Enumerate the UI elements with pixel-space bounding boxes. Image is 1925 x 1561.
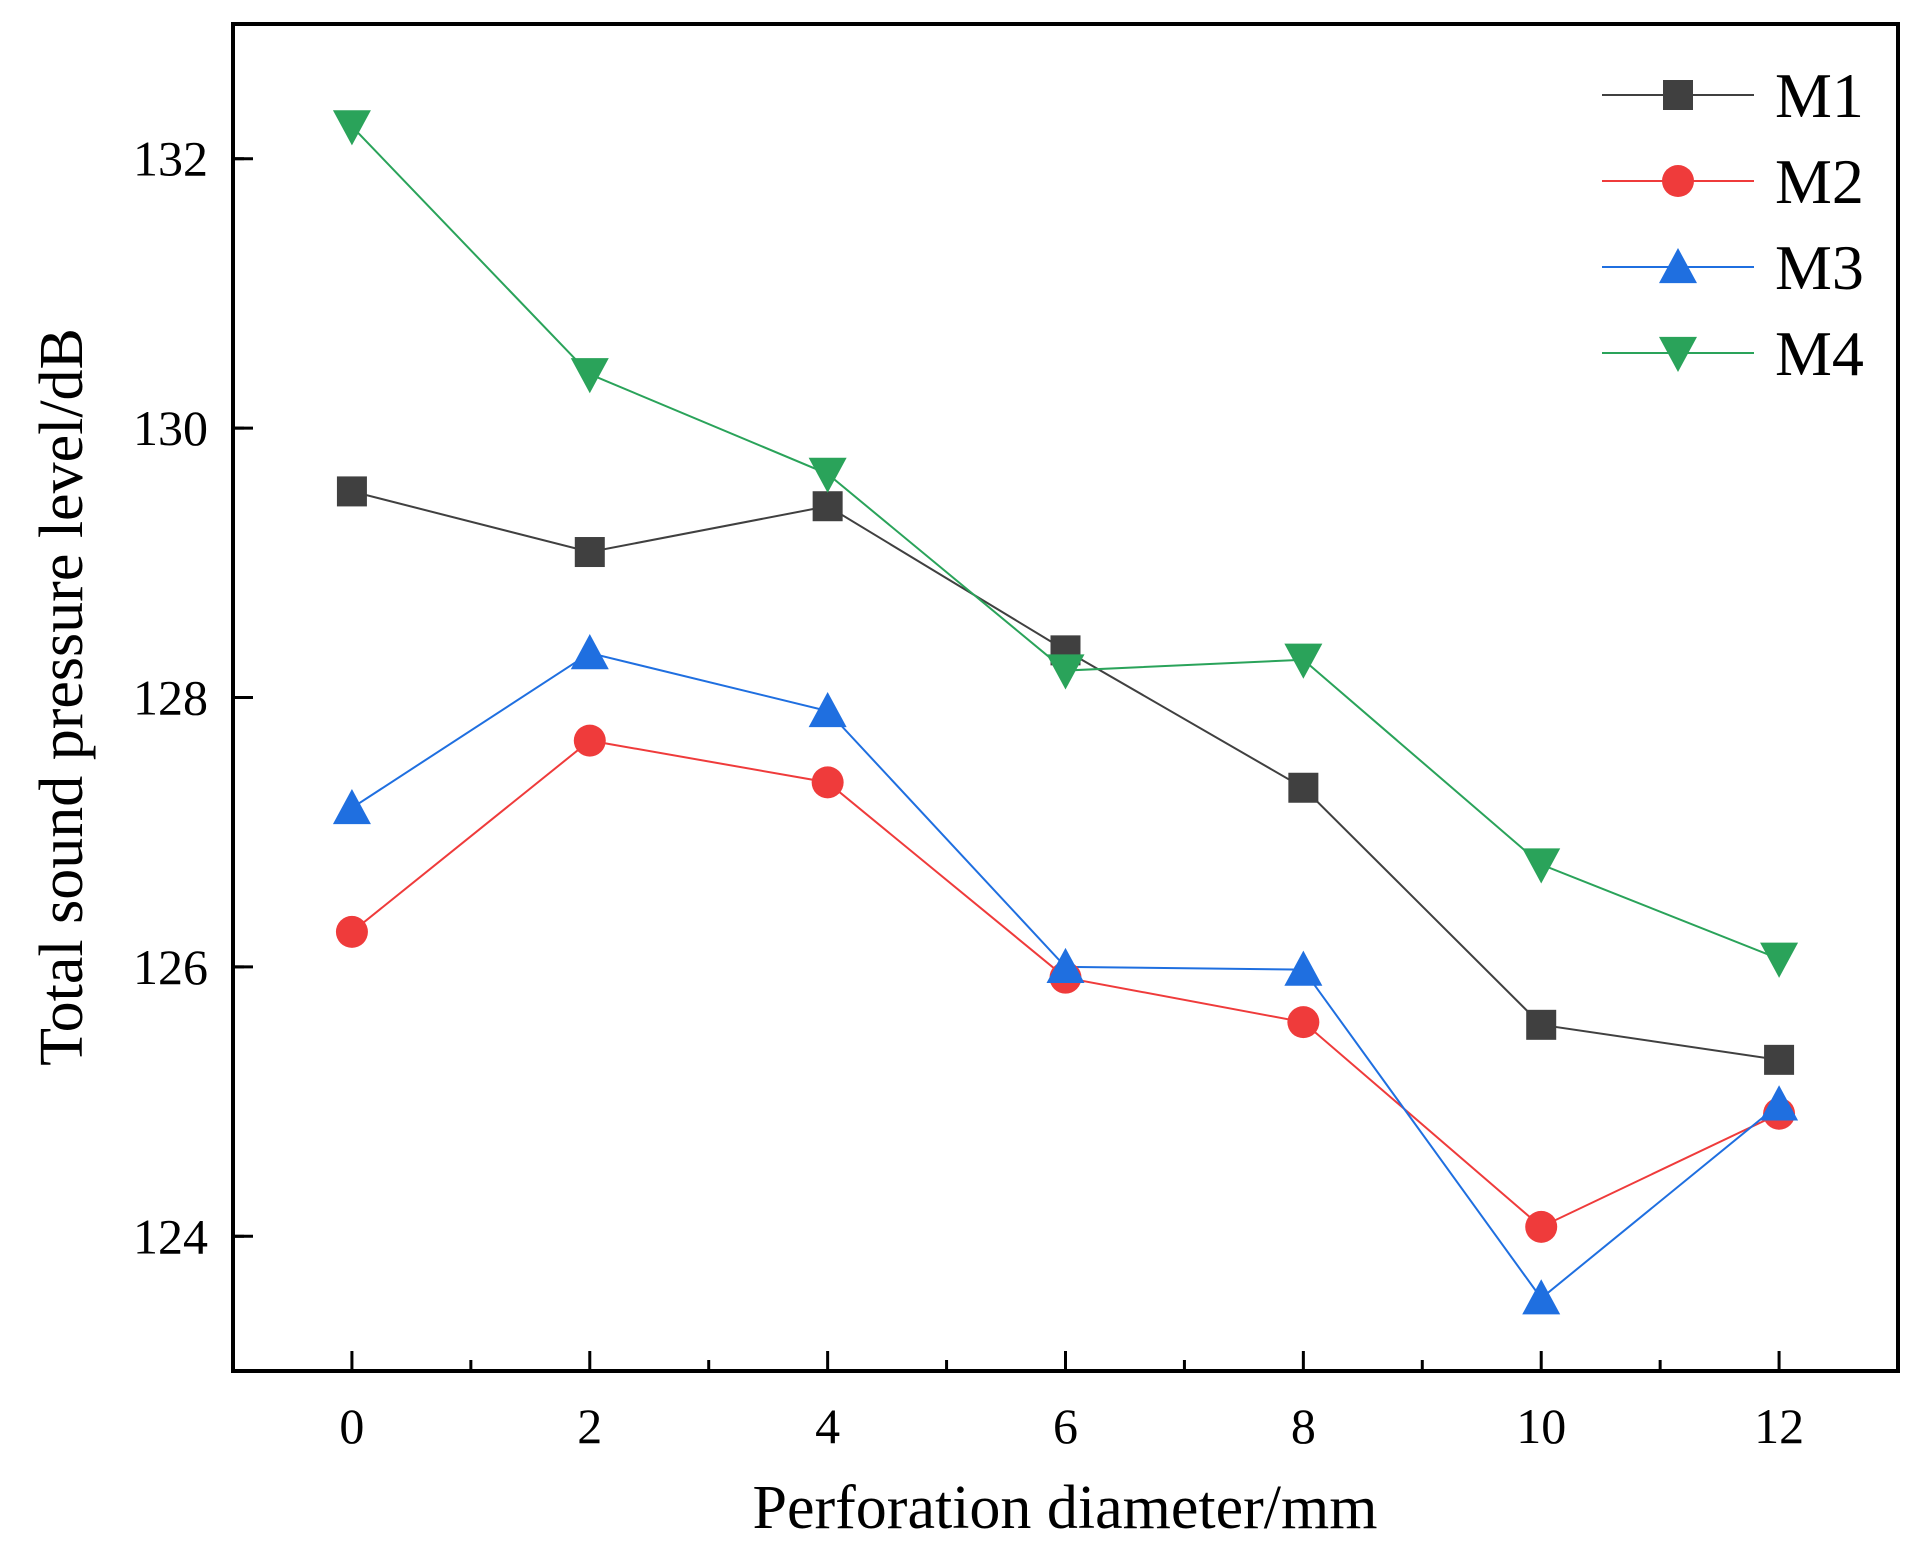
data-point-m1 [1288, 772, 1319, 803]
y-tick-label: 124 [133, 1208, 208, 1264]
data-point-m3 [808, 691, 847, 728]
legend-label-m1: M1 [1775, 60, 1864, 131]
data-point-m2 [1287, 1006, 1320, 1039]
data-point-m3 [332, 788, 371, 825]
data-point-m1 [336, 476, 367, 507]
legend-label-m4: M4 [1775, 318, 1864, 389]
legend-marker-m3 [1659, 248, 1697, 284]
series-markers [332, 110, 1799, 1315]
x-tick-label: 10 [1516, 1398, 1566, 1454]
data-point-m3 [1522, 1279, 1561, 1315]
data-point-m1 [812, 491, 843, 522]
data-point-m3 [1046, 947, 1085, 984]
data-point-m4 [808, 457, 847, 493]
data-point-m3 [1760, 1085, 1799, 1121]
y-tick-label: 132 [133, 131, 208, 187]
data-point-m1 [574, 537, 605, 568]
x-axis-title: Perforation diameter/mm [753, 1474, 1378, 1542]
legend-marker-m4 [1659, 336, 1697, 372]
data-point-m2 [335, 915, 368, 948]
x-tick-label: 6 [1053, 1398, 1078, 1454]
data-point-m3 [1284, 950, 1323, 986]
data-point-m1 [1526, 1009, 1557, 1040]
y-tick-label: 130 [133, 400, 208, 456]
legend-marker-m2 [1662, 165, 1694, 197]
legend: M1 M2 M3 M4 [1602, 60, 1864, 389]
data-point-m4 [1522, 848, 1561, 884]
data-point-m2 [811, 766, 844, 799]
x-tick-label: 12 [1754, 1398, 1804, 1454]
y-tick-label: 126 [133, 939, 208, 995]
legend-label-m3: M3 [1775, 232, 1864, 303]
data-point-m2 [573, 724, 606, 757]
series-lines [351, 125, 1780, 1300]
x-axis: 0 2 4 6 8 10 12 [339, 1351, 1804, 1454]
data-point-m2 [1525, 1210, 1558, 1243]
legend-label-m2: M2 [1775, 146, 1864, 217]
x-tick-label: 2 [577, 1398, 602, 1454]
y-axis-title: Total sound pressure level/dB [28, 328, 96, 1066]
x-tick-label: 4 [815, 1398, 840, 1454]
data-point-m4 [570, 358, 609, 394]
series-line-m4 [351, 125, 1780, 960]
data-point-m4 [1284, 643, 1323, 679]
data-point-m4 [332, 110, 371, 146]
x-tick-label: 8 [1291, 1398, 1316, 1454]
data-point-m4 [1760, 942, 1799, 978]
data-point-m3 [570, 634, 609, 670]
plot-frame [231, 22, 1900, 1373]
y-tick-label: 128 [133, 670, 208, 726]
y-axis: 124 126 128 130 132 [133, 131, 253, 1264]
legend-marker-m1 [1663, 80, 1693, 110]
data-point-m1 [1764, 1044, 1795, 1075]
data-point-m4 [1046, 654, 1085, 690]
x-tick-label: 0 [339, 1398, 364, 1454]
